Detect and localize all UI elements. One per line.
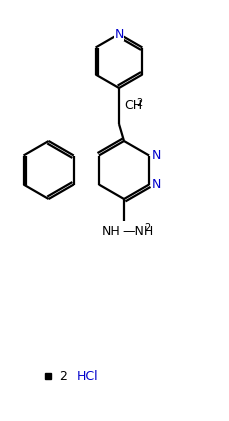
Text: 2: 2 (144, 223, 150, 233)
Text: —NH: —NH (122, 225, 153, 238)
Text: 2: 2 (59, 370, 67, 383)
Text: NH: NH (101, 225, 120, 238)
Text: CH: CH (124, 99, 142, 112)
Text: 2: 2 (136, 98, 142, 108)
Text: N: N (152, 178, 161, 191)
Text: N: N (152, 149, 161, 162)
Text: HCl: HCl (77, 370, 99, 383)
Text: N: N (114, 27, 124, 40)
